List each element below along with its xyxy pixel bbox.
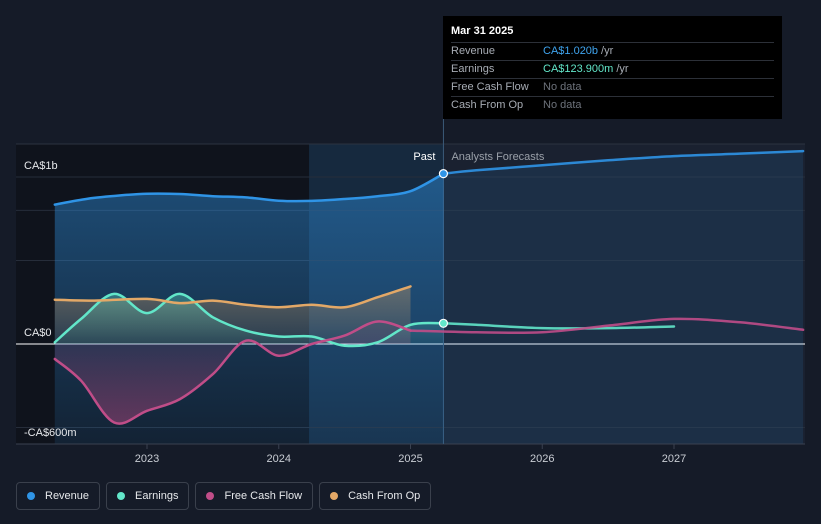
- tooltip-row-cash-from-op: Cash From Op No data: [451, 96, 774, 114]
- y-axis-label: CA$0: [24, 327, 52, 339]
- tooltip-row-revenue: Revenue CA$1.020b /yr: [451, 42, 774, 60]
- tooltip-unit: /yr: [616, 63, 629, 75]
- tooltip-value: CA$123.900m: [543, 63, 614, 75]
- tooltip-label: Cash From Op: [451, 99, 524, 111]
- line-revenue: [53, 172, 445, 206]
- legend: Revenue Earnings Free Cash Flow Cash Fro…: [16, 482, 432, 510]
- x-tick-label: 2024: [267, 453, 291, 465]
- legend-item-free-cash-flow[interactable]: Free Cash Flow: [195, 482, 314, 510]
- x-tick-label: 2027: [662, 453, 686, 465]
- tooltip-row-earnings: Earnings CA$123.900m /yr: [451, 60, 774, 78]
- tooltip-date: Mar 31 2025: [451, 25, 514, 37]
- line-earnings: [53, 292, 445, 348]
- legend-item-cash-from-op[interactable]: Cash From Op: [319, 482, 432, 510]
- forecast-label: Analysts Forecasts: [451, 151, 544, 163]
- legend-dot-icon: [206, 492, 215, 500]
- tooltip-label: Earnings: [451, 63, 495, 75]
- tooltip: Mar 31 2025 Revenue CA$1.020b /yr Earnin…: [443, 16, 782, 119]
- x-tick-label: 2026: [530, 453, 554, 465]
- past-label: Past: [413, 151, 435, 163]
- line-earnings-forecast: [442, 322, 676, 330]
- legend-label: Free Cash Flow: [224, 490, 303, 502]
- line-free-cash-flow: [53, 320, 412, 425]
- area-earnings: [54, 293, 444, 347]
- tooltip-value: CA$1.020b: [543, 45, 599, 57]
- legend-label: Earnings: [135, 490, 179, 502]
- x-tick-label: 2023: [135, 453, 159, 465]
- legend-label: Cash From Op: [348, 490, 421, 502]
- line-free-cash-flow-forecast: [409, 317, 805, 335]
- y-axis-label: CA$1b: [24, 160, 58, 172]
- line-revenue-forecast: [442, 149, 805, 175]
- area-revenue-forecast: [443, 151, 804, 444]
- tooltip-label: Revenue: [451, 45, 496, 57]
- y-axis-label: -CA$600m: [24, 427, 77, 439]
- forecast-region: [443, 144, 805, 444]
- tooltip-label: Free Cash Flow: [451, 81, 529, 93]
- marker-revenue: [438, 169, 449, 179]
- legend-dot-icon: [27, 492, 35, 500]
- area-free-cash-flow: [54, 321, 411, 424]
- marker-earnings: [438, 318, 449, 328]
- tooltip-unit: /yr: [601, 45, 614, 57]
- tooltip-value: No data: [543, 99, 582, 111]
- x-tick-label: 2025: [398, 453, 422, 465]
- legend-dot-icon: [117, 492, 126, 500]
- legend-item-revenue[interactable]: Revenue: [16, 482, 101, 510]
- legend-dot-icon: [330, 492, 339, 500]
- legend-item-earnings[interactable]: Earnings: [106, 482, 190, 510]
- legend-label: Revenue: [45, 490, 90, 502]
- tooltip-value: No data: [543, 81, 582, 93]
- tooltip-row-free-cash-flow: Free Cash Flow No data: [451, 78, 774, 96]
- line-cash-from-op: [53, 285, 412, 309]
